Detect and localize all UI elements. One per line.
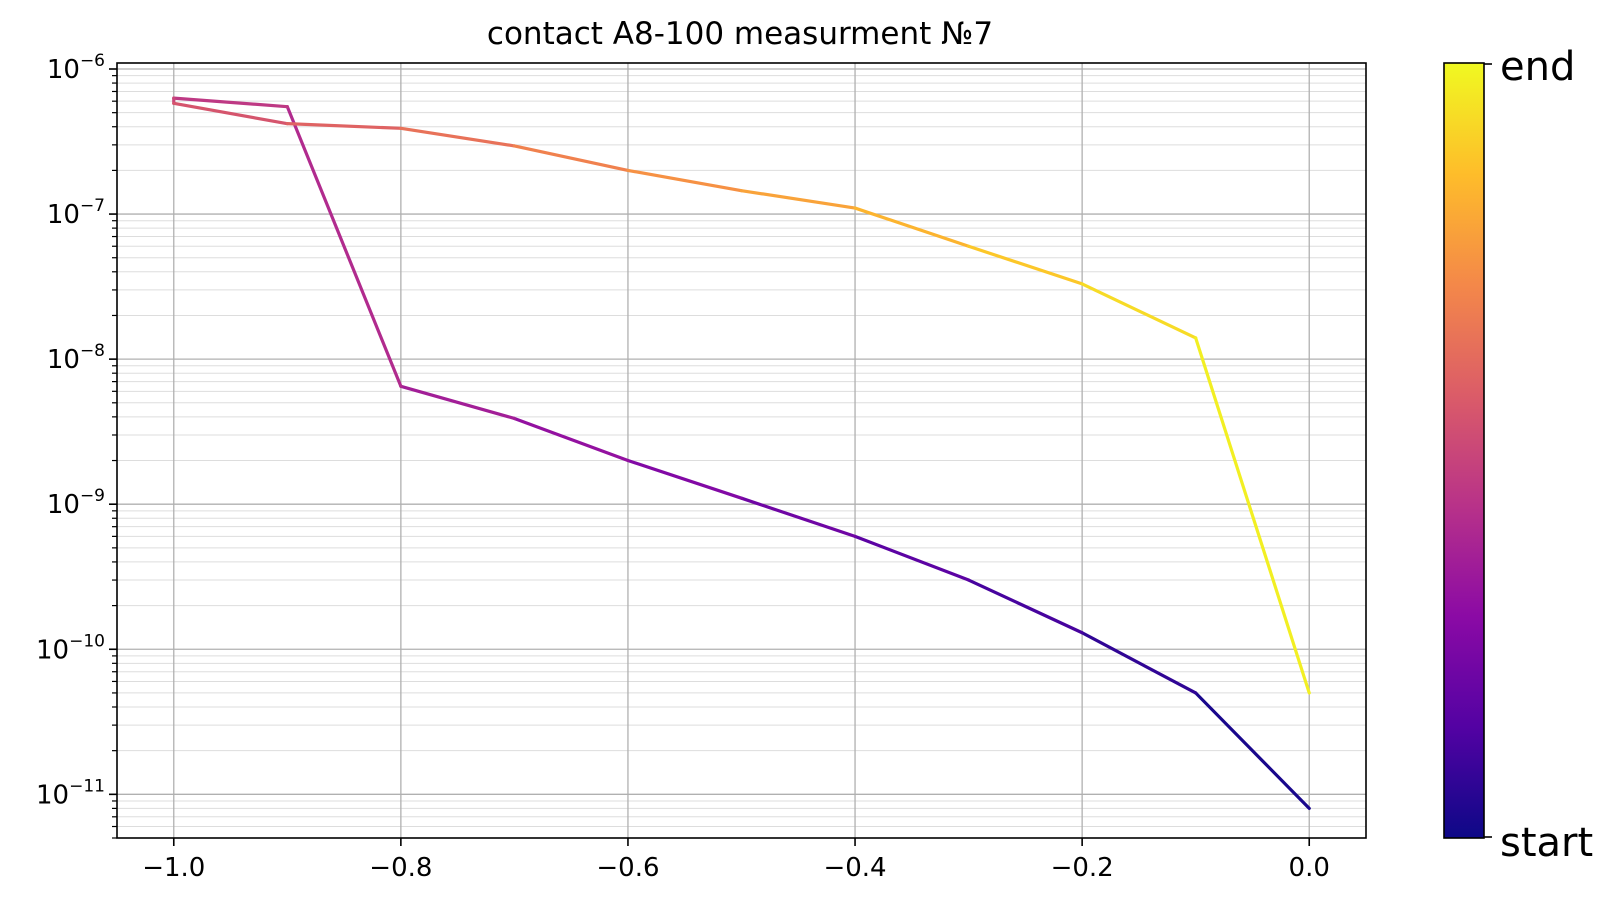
x-tick-label: −0.2	[1051, 853, 1114, 883]
series-segment	[399, 384, 517, 421]
series-segment	[1194, 691, 1311, 810]
series-segment	[512, 416, 630, 463]
x-tick-label: −0.6	[596, 853, 659, 883]
series-segment	[285, 105, 403, 388]
y-tick-label: 10−10	[36, 631, 105, 665]
x-tick-label: 0.0	[1289, 853, 1330, 883]
major-gridlines	[117, 63, 1366, 838]
series-segment	[512, 144, 630, 173]
colorbar-gradient	[1443, 62, 1485, 839]
y-tick-label: 10−6	[47, 51, 105, 85]
y-tick-label: 10−11	[36, 776, 105, 810]
series-line	[172, 96, 1311, 810]
y-tick-label: 10−9	[47, 486, 105, 520]
x-tick-label: −0.4	[823, 853, 886, 883]
plot-area	[116, 62, 1367, 839]
series-segment	[853, 206, 971, 248]
series-segment	[626, 458, 744, 500]
plot-background	[117, 63, 1366, 838]
colorbar-end-label: end	[1500, 44, 1575, 90]
colorbar-start-label: start	[1500, 820, 1593, 866]
x-tick-label: −1.0	[142, 853, 205, 883]
series-segment	[853, 534, 971, 582]
series-segment	[1194, 336, 1311, 695]
series-segment	[966, 244, 1084, 286]
plot-frame	[116, 62, 1367, 839]
series-segment	[172, 101, 289, 126]
x-tick-label: −0.8	[369, 853, 432, 883]
series-segment	[172, 96, 289, 109]
y-tick-label: 10−8	[47, 341, 105, 375]
chart-title: contact A8-100 measurment №7	[487, 16, 993, 52]
colorbar: end start	[1443, 44, 1593, 866]
series-segment	[399, 126, 517, 148]
series-segment	[739, 189, 857, 210]
series-segment	[285, 122, 403, 130]
x-axis: −1.0 −0.8 −0.6 −0.4 −0.2 0.0	[142, 838, 1330, 883]
y-axis: 10−11 10−10 10−9 10−8 10−7 10−6	[36, 51, 117, 839]
minor-gridlines	[117, 75, 1366, 839]
series-segment	[1080, 282, 1198, 340]
series-segment	[966, 578, 1084, 635]
y-tick-label: 10−7	[47, 196, 105, 230]
series-segment	[1080, 631, 1198, 695]
series-segment	[739, 496, 857, 538]
series-segment	[626, 168, 744, 193]
